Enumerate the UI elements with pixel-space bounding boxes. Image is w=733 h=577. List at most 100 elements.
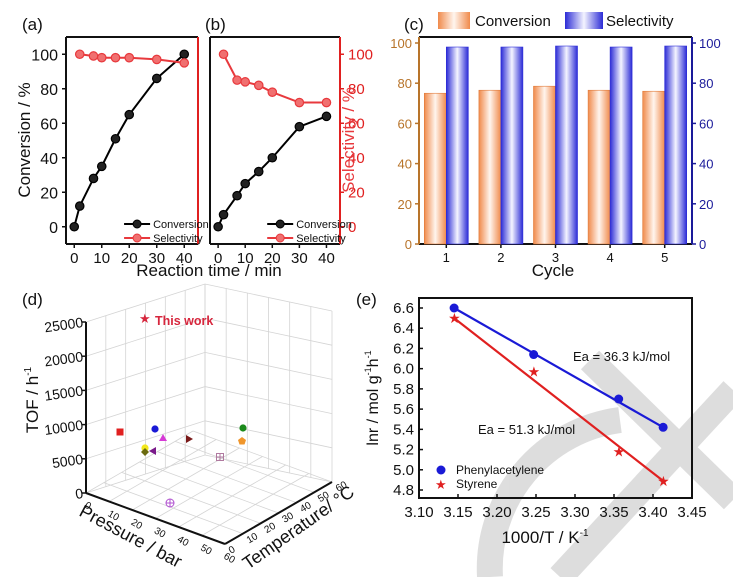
temperature-axis <box>224 481 333 545</box>
grid-line <box>85 454 333 494</box>
data-point-diamond <box>141 448 149 456</box>
data-point-circle <box>151 425 159 433</box>
pressure-tick-label: 50 <box>198 543 214 558</box>
grid-line <box>85 420 333 460</box>
data-point-circle <box>239 424 247 432</box>
grid-line <box>85 386 333 425</box>
annotation-ea-phenylacetylene: Ea = 36.3 kJ/mol <box>573 349 670 364</box>
y-tick-label: 6.2 <box>393 340 414 357</box>
y-tick-label: 100 <box>390 36 412 51</box>
data-point-conversion <box>232 190 242 201</box>
data-point-selectivity <box>151 54 162 65</box>
legend-swatch-conversion <box>438 12 470 29</box>
pressure-tick-label: 20 <box>129 517 145 532</box>
data-point-phenylacetylene <box>614 394 624 404</box>
y-tick-label: 80 <box>398 76 412 91</box>
legend-label-selectivity: Selectivity <box>606 13 674 30</box>
data-point-conversion <box>213 221 223 232</box>
panel-label-c: (c) <box>404 15 424 34</box>
y-tick-label: 6.4 <box>393 320 414 337</box>
bar-conversion <box>533 85 556 245</box>
y-tick-label: 6.0 <box>393 361 414 378</box>
data-point-triangle-left <box>149 447 156 455</box>
pressure-tick-label: 10 <box>106 509 122 524</box>
x-tick-label: 2 <box>497 250 504 265</box>
bar-conversion <box>587 89 611 245</box>
y-tick-label: 100 <box>31 47 58 64</box>
x-tick-label: 40 <box>176 250 193 267</box>
data-point-styrene: ★ <box>448 310 461 326</box>
y-tick-label: 0 <box>49 220 58 237</box>
data-point-selectivity <box>218 49 229 60</box>
x-tick-label: 1 <box>443 250 450 265</box>
data-point-triangle-up <box>159 434 167 441</box>
fit-line-styrene <box>453 317 664 482</box>
y-tick-label-right: 40 <box>348 150 365 167</box>
data-point-selectivity <box>74 49 85 60</box>
x-tick-label: 40 <box>318 250 335 267</box>
temperature-tick-label: 0 <box>227 544 238 557</box>
y-tick-label-right: 0 <box>348 219 356 236</box>
x-tick-label: 5 <box>661 250 668 265</box>
x-tick-label: 3.45 <box>677 504 706 521</box>
data-point-selectivity <box>232 75 242 85</box>
pressure-tick-label: 40 <box>175 534 191 549</box>
axis-label-temperature: Temperature/ °C <box>239 482 358 574</box>
x-tick-label: 3.20 <box>482 504 511 521</box>
y-tick-label-right: 20 <box>699 197 713 212</box>
x-tick-label: 10 <box>237 250 254 267</box>
y-tick-label: 20 <box>398 197 412 212</box>
bar-conversion <box>642 90 666 245</box>
axis-label-reaction-time: Reaction time / min <box>136 261 282 280</box>
series-line-conversion <box>73 53 185 228</box>
y-tick-label-right: 80 <box>699 76 713 91</box>
y-tick-label: 5.4 <box>393 421 414 438</box>
y-tick-label: 60 <box>398 116 412 131</box>
x-tick-label: 30 <box>291 250 308 267</box>
z-tick-label: 20000 <box>43 348 84 369</box>
grid-line <box>85 317 333 357</box>
y-tick-label: 20 <box>40 185 58 202</box>
y-tick-label: 60 <box>40 116 58 133</box>
data-point-conversion <box>267 152 278 163</box>
legend-label-selectivity: Selectivity <box>296 233 346 245</box>
x-tick-label: 3 <box>552 250 559 265</box>
axis-label-tof: TOF / h-1 <box>23 366 42 433</box>
data-point-conversion <box>69 221 80 232</box>
panel-b: 0 10 20 30 40 0 20 40 60 80 100 Conversion Selectivi… <box>209 36 373 267</box>
temperature-tick-label: 50 <box>316 490 332 505</box>
annotation-this-work: This work <box>155 314 213 328</box>
z-tick-label: 10000 <box>43 417 84 438</box>
y-tick-label: 6.6 <box>393 300 414 317</box>
legend-label-styrene: Styrene <box>456 477 498 491</box>
axis-label-cycle: Cycle <box>532 261 575 280</box>
temperature-tick-label: 30 <box>281 510 297 525</box>
data-point-conversion <box>74 201 85 211</box>
panel-label-a: (a) <box>22 15 43 34</box>
fit-line-phenylacetylene <box>453 307 664 429</box>
data-point-conversion <box>110 133 121 144</box>
data-point-square <box>116 428 124 436</box>
legend-label-conversion: Conversion <box>296 219 352 231</box>
legend-label-phenylacetylene: Phenylacetylene <box>456 463 544 477</box>
y-tick-label: 0 <box>405 237 412 252</box>
y-tick-label: 5.6 <box>393 401 414 418</box>
x-tick-label: 3.25 <box>521 504 550 521</box>
bar-selectivity <box>609 46 633 245</box>
axis-label-conversion: Conversion / % <box>15 82 34 197</box>
data-point-conversion <box>294 121 305 132</box>
panel-label-e: (e) <box>356 290 377 309</box>
axis-label-e-x: 1000/T / K-1 <box>501 528 588 547</box>
y-tick-label: 5.0 <box>393 462 414 479</box>
legend-marker-styrene: ★ <box>435 477 447 492</box>
temperature-tick-label: 10 <box>245 531 261 546</box>
x-tick-label: 3.10 <box>404 504 433 521</box>
panel-a: 0 10 20 30 40 0 20 40 60 80 100 Conversion Selectivi… <box>31 36 209 267</box>
data-point-selectivity <box>321 97 332 108</box>
legend-marker <box>275 219 285 229</box>
y-tick-label: 5.8 <box>393 381 414 398</box>
y-tick-label: 4.8 <box>393 482 414 499</box>
data-point-selectivity <box>267 87 278 97</box>
grid-line <box>175 440 315 493</box>
